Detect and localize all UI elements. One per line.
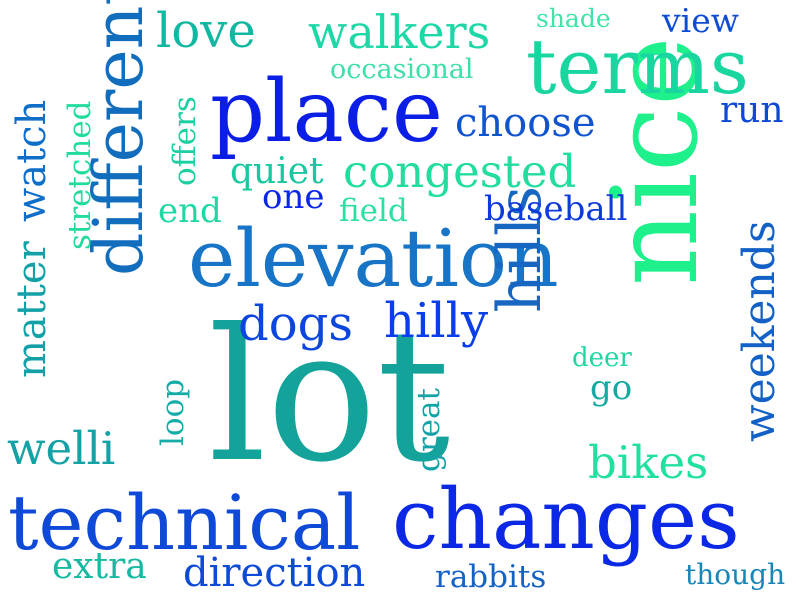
word-elevation: elevation <box>188 212 559 305</box>
word-view: view <box>662 1 739 40</box>
word-love: love <box>156 3 256 59</box>
word-run: run <box>720 90 784 131</box>
word-dogs: dogs <box>238 296 353 352</box>
word-changes: changes <box>392 471 740 568</box>
word-direction: direction <box>183 550 366 596</box>
word-one: one <box>262 177 325 217</box>
word-shade: shade <box>536 4 611 33</box>
word-baseball: baseball <box>484 189 628 229</box>
word-rabbits: rabbits <box>435 559 547 595</box>
word-walkers: walkers <box>308 5 491 59</box>
word-deer: deer <box>572 343 632 373</box>
word-matter: matter <box>9 241 55 378</box>
word-field: field <box>339 193 408 229</box>
word-offers: offers <box>167 96 203 186</box>
word-though: though <box>685 558 786 591</box>
word-great: great <box>411 388 447 472</box>
word-technical: technical <box>8 478 361 567</box>
word-occasional: occasional <box>330 54 474 85</box>
word-loop: loop <box>155 378 191 446</box>
word-bikes: bikes <box>588 436 709 489</box>
word-quiet: quiet <box>230 151 324 192</box>
word-terms: terms <box>526 22 749 111</box>
word-extra: extra <box>52 546 147 587</box>
word-hilly: hilly <box>384 293 489 349</box>
word-watch: watch <box>9 99 55 222</box>
word-weekends: weekends <box>734 220 785 442</box>
word-welli: welli <box>7 422 116 475</box>
word-end: end <box>158 191 222 231</box>
word-place: place <box>210 62 443 162</box>
word-lot: lot <box>208 290 451 503</box>
word-stretched: stretched <box>62 100 98 250</box>
word-choose: choose <box>455 100 596 146</box>
word-go: go <box>590 368 633 408</box>
word-congested: congested <box>343 145 577 198</box>
